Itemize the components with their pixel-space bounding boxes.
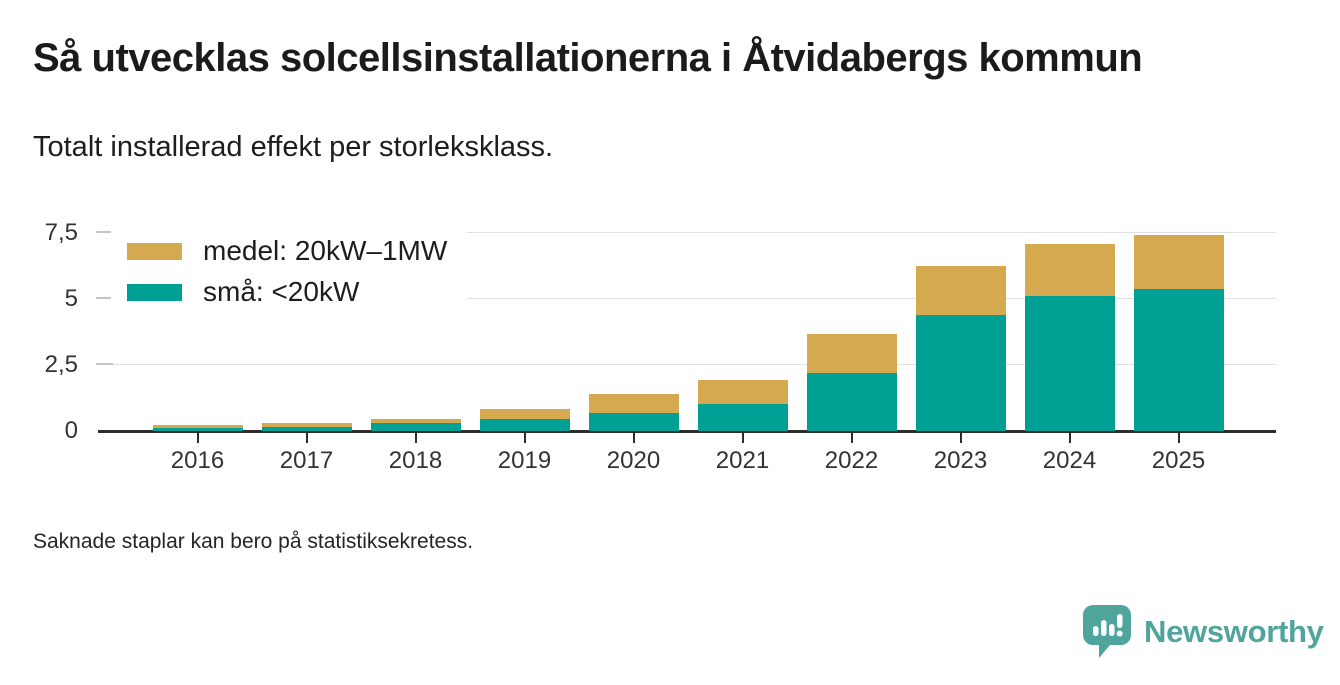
bar-segment-medel-2018 — [370, 419, 461, 424]
x-axis-label-2024: 2024 — [1042, 447, 1097, 474]
x-axis-label-2023: 2023 — [933, 447, 988, 474]
x-axis-tick — [196, 432, 199, 443]
bar-segment-sma-2023 — [915, 314, 1006, 431]
x-axis-label-2016: 2016 — [170, 447, 225, 474]
bar-2019 — [479, 409, 570, 431]
bar-segment-medel-2020 — [588, 394, 679, 413]
bar-2016 — [152, 425, 243, 431]
bar-segment-sma-2021 — [697, 404, 788, 431]
newsworthy-logo: Newsworthy — [1083, 605, 1324, 659]
bar-segment-medel-2016 — [152, 425, 243, 428]
bar-2020 — [588, 394, 679, 431]
legend-swatch-medel — [127, 242, 182, 260]
bar-segment-sma-2019 — [479, 418, 570, 431]
x-axis-label-2018: 2018 — [388, 447, 443, 474]
gridline — [98, 364, 1276, 365]
bar-segment-sma-2022 — [806, 373, 897, 431]
newsworthy-speech-bubble-icon — [1083, 605, 1131, 658]
legend-item-sma: små: <20kW — [127, 276, 447, 308]
x-axis-label-2022: 2022 — [824, 447, 879, 474]
x-axis-line — [98, 430, 1276, 433]
chart-title: Så utvecklas solcellsinstallationerna i … — [33, 36, 1143, 80]
x-axis-label-2019: 2019 — [497, 447, 552, 474]
bar-2017 — [261, 423, 352, 431]
x-axis-tick — [850, 432, 853, 443]
x-axis-label-2020: 2020 — [606, 447, 661, 474]
bar-2022 — [806, 333, 897, 431]
x-axis-tick — [523, 432, 526, 443]
bar-segment-sma-2020 — [588, 412, 679, 431]
bar-segment-sma-2024 — [1024, 296, 1115, 431]
x-axis-label-2025: 2025 — [1151, 447, 1206, 474]
bar-segment-sma-2017 — [261, 426, 352, 431]
x-axis-tick — [741, 432, 744, 443]
bar-2023 — [915, 265, 1006, 431]
bar-segment-medel-2022 — [806, 333, 897, 374]
y-axis-tick-label: 7,5 — [44, 219, 78, 246]
legend-swatch-sma — [127, 283, 182, 301]
bar-2021 — [697, 380, 788, 431]
bar-2025 — [1133, 235, 1224, 431]
chart-legend: medel: 20kW–1MW små: <20kW — [111, 226, 468, 316]
gridline — [98, 298, 1276, 299]
chart-subtitle: Totalt installerad effekt per storlekskl… — [33, 131, 554, 163]
bar-segment-medel-2024 — [1024, 244, 1115, 297]
bar-segment-sma-2016 — [152, 427, 243, 431]
bar-segment-medel-2025 — [1133, 235, 1224, 290]
legend-label-sma: små: <20kW — [203, 276, 360, 307]
x-axis-tick — [1177, 432, 1180, 443]
x-axis-label-2021: 2021 — [715, 447, 770, 474]
x-axis-tick — [1068, 432, 1071, 443]
newsworthy-wordmark: Newsworthy — [1144, 614, 1324, 649]
gridline — [98, 232, 1276, 233]
legend-label-medel: medel: 20kW–1MW — [203, 235, 448, 266]
x-axis-tick — [632, 432, 635, 443]
plot-area — [96, 225, 1276, 433]
x-axis-tick — [414, 432, 417, 443]
bar-segment-sma-2018 — [370, 423, 461, 431]
x-axis-label-2017: 2017 — [279, 447, 334, 474]
bar-segment-medel-2023 — [915, 265, 1006, 315]
bar-2018 — [370, 419, 461, 431]
y-axis-tick — [96, 363, 113, 365]
y-axis-tick — [96, 231, 113, 233]
legend-item-medel: medel: 20kW–1MW — [127, 235, 447, 267]
y-axis-tick-label: 5 — [64, 285, 78, 312]
bar-segment-sma-2025 — [1133, 289, 1224, 431]
x-axis-tick — [305, 432, 308, 443]
bar-2024 — [1024, 244, 1115, 431]
x-axis-tick — [959, 432, 962, 443]
bar-segment-medel-2017 — [261, 423, 352, 427]
y-axis-tick-label: 0 — [64, 417, 78, 444]
y-axis-tick — [96, 297, 113, 299]
y-axis-tick-label: 2,5 — [44, 351, 78, 378]
footnote: Saknade staplar kan bero på statistiksek… — [33, 530, 474, 553]
bar-segment-medel-2021 — [697, 380, 788, 405]
bar-segment-medel-2019 — [479, 409, 570, 419]
